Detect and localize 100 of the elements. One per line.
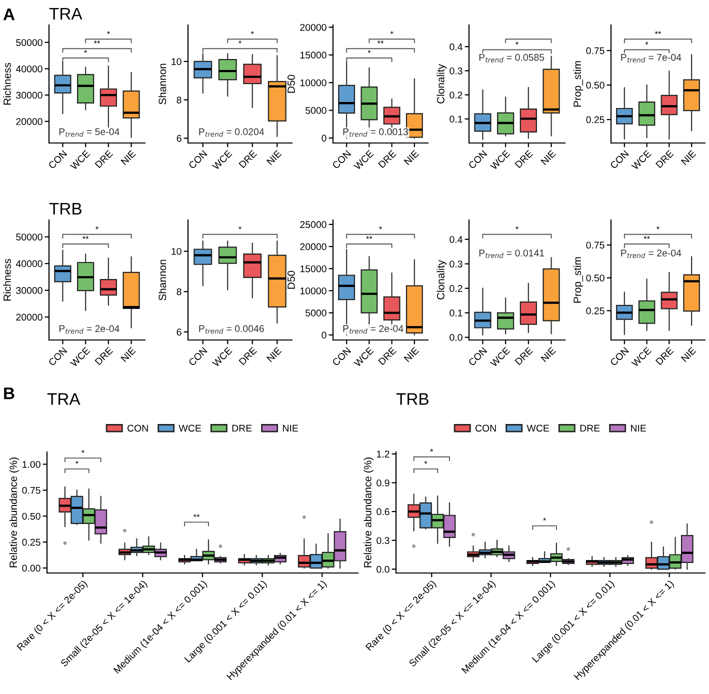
y-tick-label: 15000 [300, 265, 326, 272]
y-tick-label: 40000 [16, 260, 42, 268]
y-tick-label: 0.75 [586, 47, 604, 54]
legend-label: CON [127, 424, 148, 432]
annotation: * [516, 42, 518, 45]
annotation: * [543, 518, 546, 521]
y-tick-label: 0.75 [586, 242, 604, 249]
annotation: P$_{trend}$ = 2e-04 [59, 325, 120, 334]
y-axis-title: Shannon [158, 260, 166, 300]
y-tick-label: 0.4 [450, 236, 462, 243]
y-tick-label: 0 [322, 134, 326, 142]
y-axis-title: Richness [3, 258, 11, 301]
y-tick-label: 1.2 [376, 450, 390, 458]
x-tick-label: NIE [266, 150, 282, 166]
y-tick-label: 0.4 [450, 43, 462, 50]
annotation: * [516, 226, 518, 230]
y-tick-label: 0.50 [586, 82, 604, 89]
y-tick-label: 10 [172, 58, 182, 66]
x-tick-label: NIE [540, 150, 556, 166]
annotation: * [75, 460, 78, 464]
y-tick-label: 25000 [300, 221, 326, 228]
y-tick-label: 0.50 [586, 274, 604, 282]
legend-label: DRE [232, 424, 252, 432]
legend-label: NIE [631, 424, 646, 432]
annotation: * [106, 31, 110, 34]
y-tick-label: 15000 [300, 52, 326, 59]
annotation: * [238, 40, 242, 44]
y-tick-label: 10000 [300, 79, 326, 86]
annotation: * [390, 31, 394, 34]
x-tick-label: NIE [680, 150, 696, 166]
x-tick-label: NIE [266, 346, 282, 362]
y-axis-title: Prop_stim [573, 257, 584, 303]
legend-label: NIE [283, 424, 298, 432]
y-axis-title: Shannon [158, 64, 166, 104]
y-tick-label: 40000 [16, 65, 42, 72]
x-tick-label: NIE [404, 150, 420, 166]
y-tick-label: 0.1 [450, 310, 462, 316]
annotation: * [379, 226, 382, 230]
annotation: * [238, 226, 242, 230]
annotation: P$_{trend}$ = 0.0585 [479, 54, 544, 62]
annotation: P$_{trend}$ = 0.0141 [479, 250, 544, 258]
chart-title: TRA [49, 8, 82, 20]
x-tick-label: NIE [680, 346, 696, 362]
legend-label: DRE [580, 424, 600, 432]
annotation: * [656, 226, 660, 230]
annotation: P$_{trend}$ = 2e-04 [343, 325, 404, 334]
y-tick-label: 10 [172, 248, 182, 255]
y-axis-title: Clonality [436, 260, 446, 300]
annotation: * [368, 50, 371, 53]
legend-label: CON [475, 424, 496, 432]
chart-title: TRB [49, 202, 82, 214]
chart-title: TRB [396, 393, 428, 405]
x-tick-label: NIE [404, 346, 420, 362]
y-tick-label: 20000 [300, 24, 326, 31]
y-tick-label: 0.3 [450, 260, 462, 268]
x-tick-label: NIE [120, 150, 136, 166]
annotation: ** [377, 40, 384, 44]
annotation: * [81, 450, 84, 453]
text: A [3, 8, 15, 20]
y-tick-label: 0.00 [22, 564, 40, 572]
chart-title: TRA [47, 393, 80, 405]
x-tick-label: NIE [540, 346, 556, 362]
y-tick-label: 0.0 [376, 566, 390, 573]
annotation: P$_{trend}$ = 7e-04 [621, 54, 682, 62]
y-tick-label: 30000 [16, 92, 42, 99]
annotation: ** [654, 31, 662, 34]
y-axis-title: Relative abundance (%) [9, 458, 20, 568]
y-tick-label: 0.50 [22, 512, 40, 520]
y-axis-title: Relative abundance (%) [364, 458, 374, 568]
y-tick-label: 0.25 [22, 538, 40, 546]
y-axis-title: D50 [288, 270, 295, 289]
y-tick-label: 0.9 [376, 479, 390, 486]
y-tick-label: 50000 [16, 39, 42, 46]
annotation: * [96, 226, 98, 230]
legend-label: WCE [178, 424, 201, 432]
y-tick-label: 0.3 [376, 537, 390, 544]
y-tick-label: 0.3 [450, 67, 462, 74]
annotation: P$_{trend}$ = 0.0204 [199, 128, 264, 137]
text: B [4, 388, 14, 400]
y-tick-label: 10000 [300, 287, 326, 294]
x-tick-label: NIE [120, 346, 136, 362]
text: * [430, 448, 434, 452]
y-tick-label: 0.75 [22, 486, 40, 494]
y-tick-label: 0 [322, 332, 326, 339]
y-tick-label: 8 [176, 288, 182, 296]
y-tick-label: 20000 [16, 314, 42, 321]
y-tick-label: 6 [176, 328, 182, 336]
y-axis-title: Prop_stim [573, 61, 584, 107]
y-tick-label: 1.00 [22, 460, 40, 468]
y-tick-label: 6 [176, 134, 182, 142]
y-tick-label: 0.6 [376, 508, 390, 516]
annotation: ** [193, 514, 200, 518]
annotation: ** [94, 40, 100, 44]
annotation: P$_{trend}$ = 0.0046 [199, 325, 264, 334]
y-axis-title: D50 [288, 74, 295, 93]
annotation: * [424, 460, 428, 464]
y-tick-label: 5000 [306, 107, 326, 114]
y-tick-label: 0.25 [586, 307, 604, 314]
y-tick-label: 50000 [16, 234, 42, 240]
y-tick-label: 0.1 [450, 116, 462, 123]
